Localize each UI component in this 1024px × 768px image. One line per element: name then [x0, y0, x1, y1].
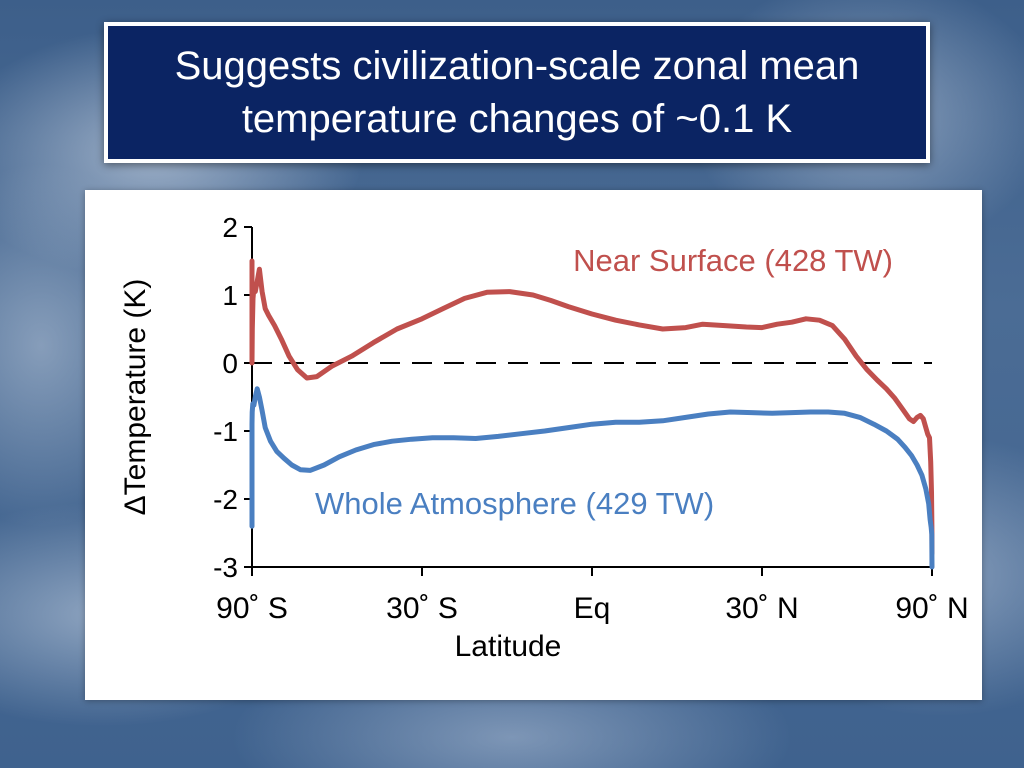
series-line-whole-atmosphere	[249, 386, 935, 570]
x-tick-label: Eq	[574, 592, 611, 625]
x-tick-label: 90˚ N	[895, 592, 968, 625]
temperature-latitude-chart: 2 1 0 -1 -2 -3 90˚ S 30˚ S Eq 30˚ N 90˚ N Latitude Δ…	[119, 212, 969, 663]
series-label-near-surface: Near Surface (428 TW)	[573, 243, 893, 278]
slide-title: Suggests civilization-scale zonal mean t…	[122, 40, 912, 146]
y-tick-label: -3	[213, 552, 238, 583]
y-tick-label: -2	[213, 484, 238, 515]
chart-panel: 2 1 0 -1 -2 -3 90˚ S 30˚ S Eq 30˚ N 90˚ N Latitude Δ…	[85, 190, 982, 700]
x-tick-label: 30˚ S	[386, 592, 458, 625]
slide-title-line-2: temperature changes of ~0.1 K	[241, 96, 793, 141]
x-tick-label: 30˚ N	[725, 592, 798, 625]
slide-title-box: Suggests civilization-scale zonal mean t…	[104, 22, 930, 163]
series-label-whole-atmosphere: Whole Atmosphere (429 TW)	[315, 486, 714, 521]
y-tick-label: -1	[213, 416, 238, 447]
y-axis-title: ΔTemperature (K)	[119, 279, 152, 516]
y-tick-label: 1	[222, 280, 238, 311]
y-tick-label: 0	[222, 348, 238, 379]
x-axis-title: Latitude	[455, 630, 562, 663]
y-tick-label: 2	[222, 212, 238, 243]
x-tick-label: 90˚ S	[216, 592, 288, 625]
slide-title-line-1: Suggests civilization-scale zonal mean	[174, 43, 860, 88]
series-line-near-surface	[249, 258, 935, 556]
